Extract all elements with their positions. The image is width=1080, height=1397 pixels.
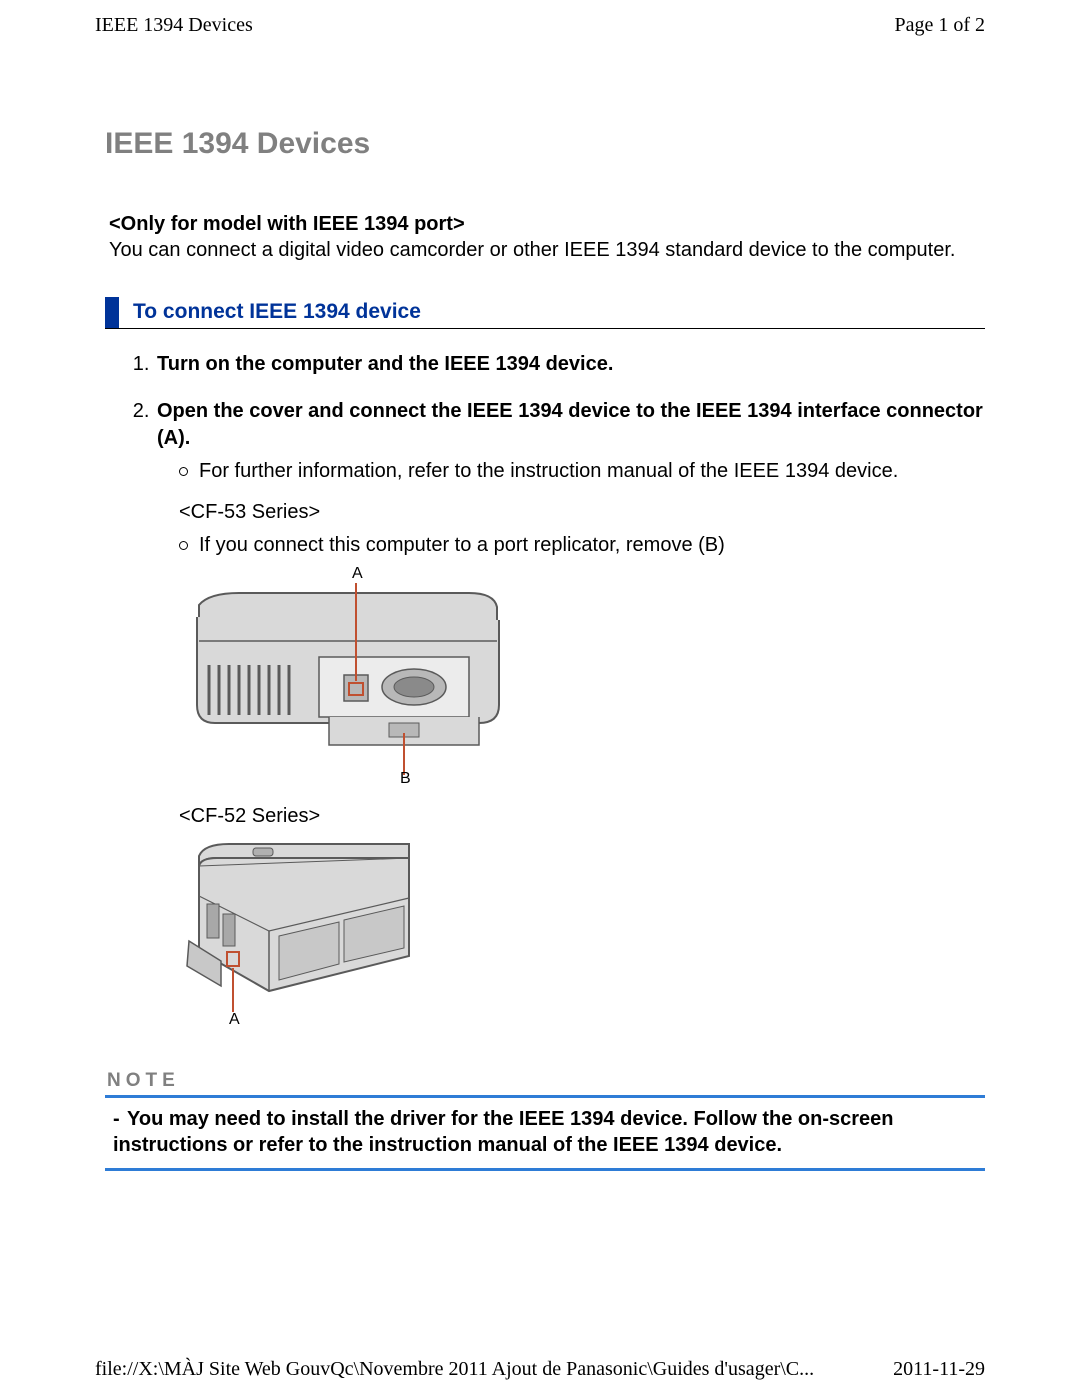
section-heading: To connect IEEE 1394 device xyxy=(105,297,985,329)
note-block: NOTE -You may need to install the driver… xyxy=(105,1070,985,1171)
step-2-sub-1: For further information, refer to the in… xyxy=(179,458,985,485)
series-cf52-label: <CF-52 Series> xyxy=(157,803,985,830)
note-text: You may need to install the driver for t… xyxy=(113,1108,894,1156)
section-heading-label: To connect IEEE 1394 device xyxy=(133,297,421,328)
page-footer: file://X:\MÀJ Site Web GouvQc\Novembre 2… xyxy=(0,1358,1080,1381)
page-title: IEEE 1394 Devices xyxy=(105,127,985,161)
content: IEEE 1394 Devices <Only for model with I… xyxy=(0,37,1080,1171)
footer-path: file://X:\MÀJ Site Web GouvQc\Novembre 2… xyxy=(95,1358,814,1381)
figure-cf52: A xyxy=(179,836,985,1026)
page-indicator: Page 1 of 2 xyxy=(894,14,985,37)
intro-block: <Only for model with IEEE 1394 port> You… xyxy=(105,211,985,263)
step-1-title: Turn on the computer and the IEEE 1394 d… xyxy=(157,353,613,375)
page-header: IEEE 1394 Devices Page 1 of 2 xyxy=(0,0,1080,37)
laptop-corner-icon xyxy=(187,844,409,991)
note-body: -You may need to install the driver for … xyxy=(105,1098,985,1168)
step-1: Turn on the computer and the IEEE 1394 d… xyxy=(155,351,985,378)
intro-body: You can connect a digital video camcorde… xyxy=(109,237,985,263)
figure-cf53: A B xyxy=(179,565,985,785)
step-2-sub-2: If you connect this computer to a port r… xyxy=(179,532,985,559)
note-heading: NOTE xyxy=(105,1070,985,1092)
note-rule-bottom xyxy=(105,1168,985,1171)
header-title: IEEE 1394 Devices xyxy=(95,14,253,37)
figure-cf52-label-a: A xyxy=(229,1011,240,1026)
laptop-body-icon xyxy=(197,593,499,745)
heading-bar-icon xyxy=(105,297,119,328)
step-2-sublist-2: If you connect this computer to a port r… xyxy=(157,532,985,559)
series-cf53-label: <CF-53 Series> xyxy=(157,499,985,526)
figure-cf53-label-a: A xyxy=(352,565,363,582)
footer-date: 2011-11-29 xyxy=(893,1358,985,1381)
step-2-title: Open the cover and connect the IEEE 1394… xyxy=(157,400,983,449)
steps-list: Turn on the computer and the IEEE 1394 d… xyxy=(105,351,985,1026)
figure-cf53-label-b: B xyxy=(400,770,411,785)
step-2: Open the cover and connect the IEEE 1394… xyxy=(155,398,985,1026)
step-2-sublist-1: For further information, refer to the in… xyxy=(157,458,985,485)
intro-condition: <Only for model with IEEE 1394 port> xyxy=(109,211,985,237)
